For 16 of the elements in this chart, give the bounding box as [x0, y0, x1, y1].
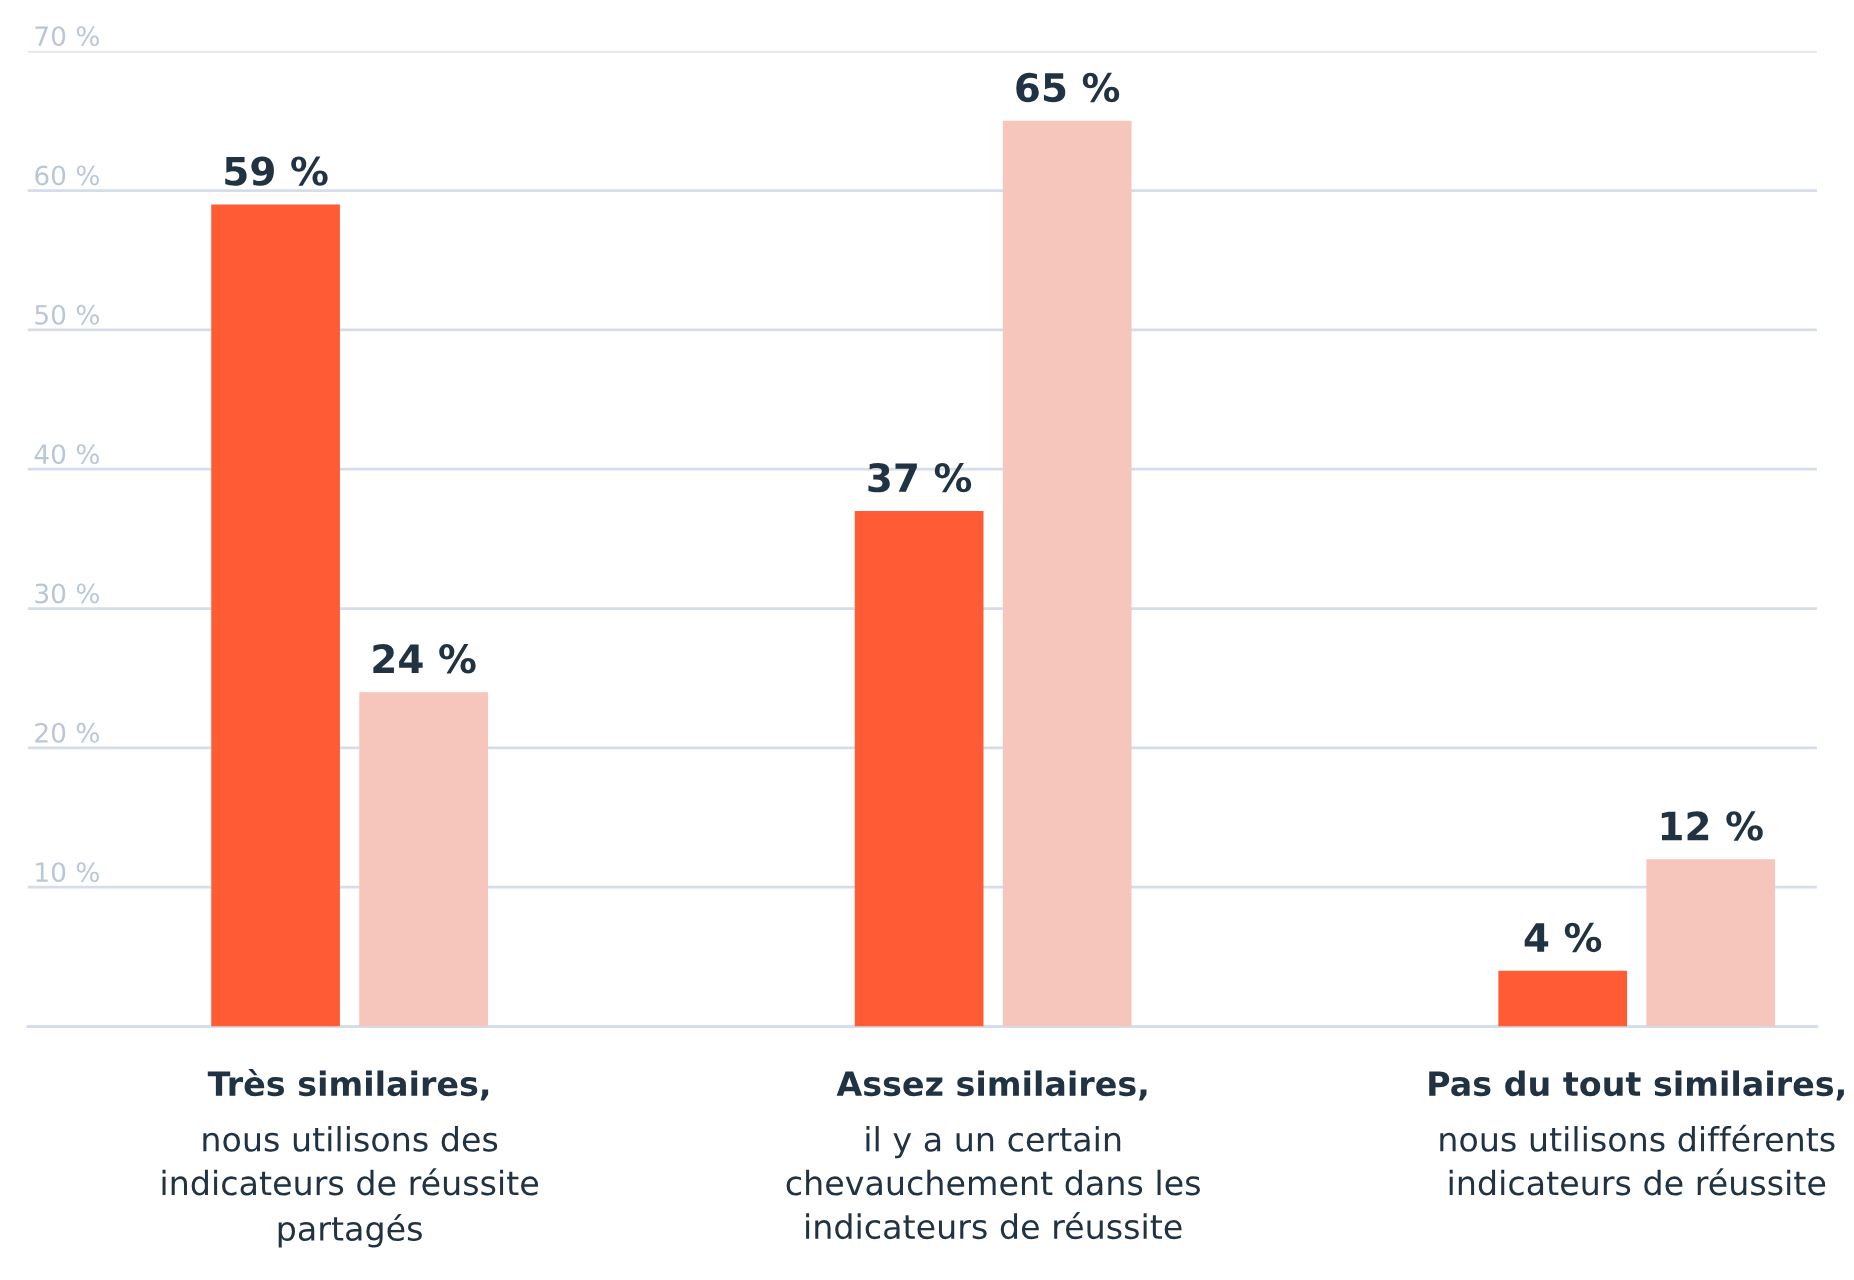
- data-label: 24 %: [373, 644, 476, 674]
- y-tick-label: 70 %: [35, 26, 99, 47]
- y-tick-label: 30 %: [35, 583, 99, 604]
- y-tick-label: 40 %: [34, 444, 99, 465]
- data-label: 37 %: [868, 462, 972, 493]
- y-tick-label: 20 %: [35, 722, 99, 743]
- x-tick-label: Assez similaires, il y a un certain chevauchement dans les indicateurs de réussite: [786, 1070, 1200, 1240]
- y-tick-label: 60 %: [35, 165, 99, 186]
- y-tick-label: 50 %: [35, 304, 99, 325]
- data-label: 12 %: [1661, 811, 1763, 841]
- x-tick-label: Très similaires, nous utilisons des indicateurs de réussite partagés: [162, 1069, 538, 1248]
- data-label: 65 %: [1016, 72, 1120, 103]
- x-tick-label: Pas du tout similaires, nous utilisons différents indicateurs de réussite: [1429, 1070, 1844, 1196]
- data-label: 4 %: [1524, 922, 1602, 953]
- data-label: 59 %: [225, 156, 328, 186]
- y-tick-label: 10 %: [36, 862, 99, 883]
